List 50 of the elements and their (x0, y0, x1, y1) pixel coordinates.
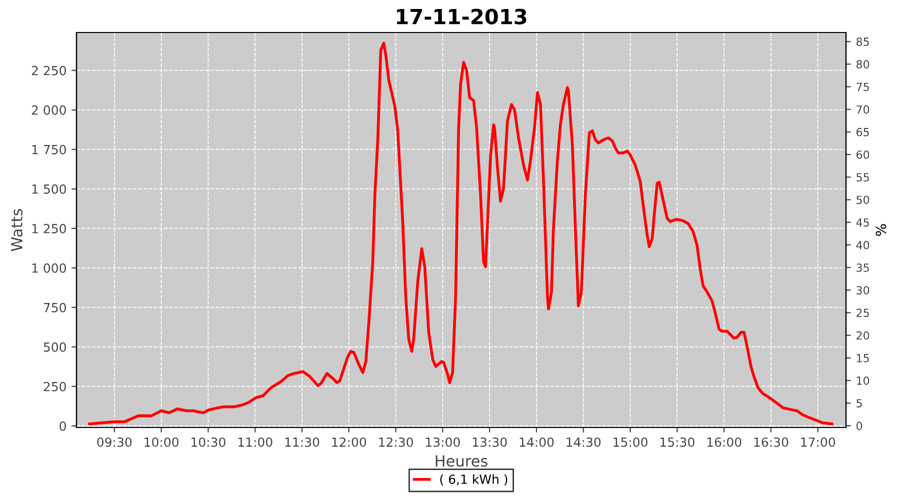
x-tick-label: 16:30 (754, 437, 788, 447)
chart-title: 17-11-2013 (396, 8, 526, 24)
y2-tick-label: 0 (856, 422, 862, 430)
x-tick-label: 13:30 (472, 437, 507, 447)
y2-tick-label: 80 (856, 60, 870, 69)
y2-tick-label: 75 (856, 82, 869, 92)
x-tick-label: 12:30 (379, 437, 413, 447)
y2-tick-label: 45 (856, 218, 869, 227)
x-tick-label: 15:30 (660, 437, 694, 447)
y2-tick-label: 10 (856, 376, 870, 385)
y2-tick-label: 15 (856, 354, 869, 362)
line-series (88, 42, 834, 426)
y2-tick-label: 65 (856, 128, 869, 136)
y2-tick-label: 70 (856, 105, 870, 114)
x-tick-label: 10:00 (144, 437, 178, 447)
x-tick-label: 09:30 (97, 437, 132, 447)
x-tick-label: 11:30 (285, 437, 320, 447)
y-axis-title: Watts (11, 209, 22, 252)
y-tick-label: 750 (44, 302, 66, 312)
y2-tick-label: 40 (856, 240, 870, 250)
x-tick-label: 16:00 (707, 437, 742, 447)
y-tick-label: 1 250 (32, 224, 66, 234)
y-tick-label: 500 (44, 342, 66, 352)
x-tick-label: 13:00 (426, 437, 460, 447)
y2-tick-label: 5 (856, 399, 862, 408)
y-tick-label: 1 000 (32, 263, 66, 273)
x-tick-label: 14:00 (520, 437, 554, 447)
y2-tick-label: 20 (856, 331, 870, 340)
x-tick-label: 11:00 (238, 437, 272, 447)
y2-tick-label: 55 (856, 173, 869, 182)
y2-tick-label: 50 (856, 196, 870, 204)
y2-tick-label: 60 (856, 150, 870, 159)
x-tick-label: 14:30 (566, 437, 601, 447)
y2-tick-label: 30 (856, 286, 870, 294)
y2-tick-label: 35 (856, 263, 869, 272)
legend-label: ( 6,1 kWh ) (440, 474, 508, 486)
y-tick-label: 1 500 (32, 184, 66, 194)
y2-axis-title: % (876, 224, 886, 236)
y-tick-label: 250 (44, 382, 66, 392)
y2-tick-label: 85 (856, 38, 869, 46)
x-tick-label: 15:00 (614, 437, 648, 447)
y-tick-label: 2 250 (32, 66, 66, 76)
x-tick-label: 12:00 (332, 437, 366, 447)
y-tick-label: 0 (60, 421, 66, 431)
x-tick-label: 10:30 (192, 437, 226, 447)
y-tick-label: 2 000 (32, 105, 66, 115)
y-tick-label: 1 750 (32, 144, 66, 154)
x-axis-title: Heures (436, 455, 488, 467)
x-tick-label: 17:00 (801, 437, 836, 447)
y2-tick-label: 25 (856, 308, 869, 318)
